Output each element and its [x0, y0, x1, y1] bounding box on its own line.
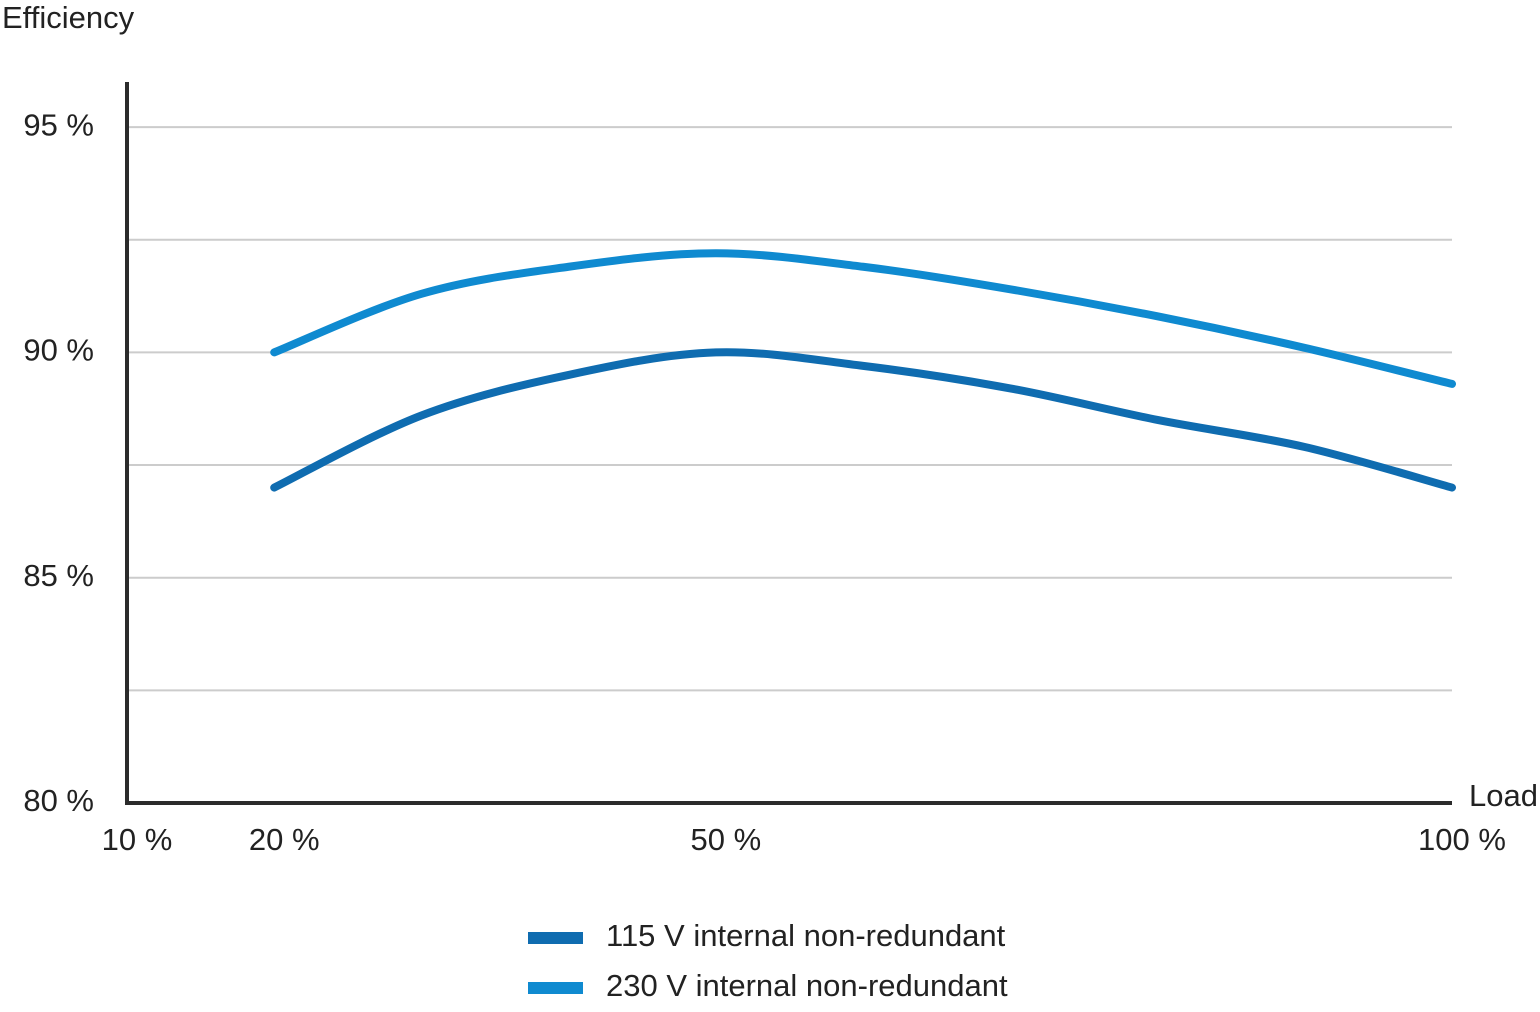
axis-line: [125, 82, 1452, 805]
legend-swatch: [528, 982, 583, 994]
legend-swatch: [528, 932, 583, 944]
x-tick-label: 20 %: [249, 822, 320, 857]
x-tick-label: 10 %: [102, 822, 173, 857]
y-axis-title: Efficiency: [2, 0, 135, 35]
legend-label: 115 V internal non-redundant: [606, 918, 1006, 953]
legend-label: 230 V internal non-redundant: [606, 968, 1008, 1003]
y-tick-label: 90 %: [23, 333, 94, 368]
x-tick-label: 100 %: [1418, 822, 1506, 857]
series-line: [270, 348, 1456, 492]
y-tick-label: 80 %: [23, 783, 94, 818]
x-axis-title: Load: [1469, 778, 1538, 813]
x-tick-label: 50 %: [691, 822, 762, 857]
series-line: [270, 249, 1456, 388]
y-tick-label: 95 %: [23, 107, 94, 142]
y-tick-label: 85 %: [23, 558, 94, 593]
